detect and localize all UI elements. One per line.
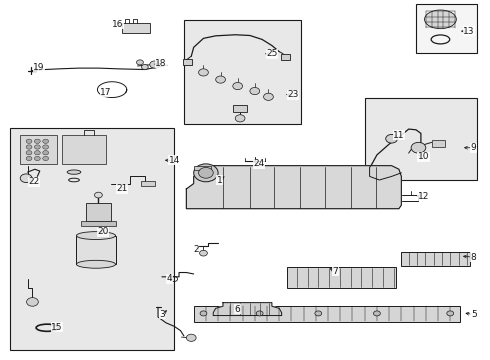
Circle shape: [95, 192, 102, 198]
Circle shape: [411, 142, 426, 153]
Circle shape: [26, 156, 32, 161]
Bar: [76, 235, 116, 264]
Circle shape: [256, 311, 263, 316]
Circle shape: [150, 61, 159, 68]
Text: 17: 17: [100, 87, 112, 96]
Text: 15: 15: [51, 323, 63, 332]
Text: 22: 22: [28, 177, 40, 186]
Bar: [86, 203, 111, 221]
Circle shape: [26, 150, 32, 155]
Text: 5: 5: [471, 310, 477, 319]
Circle shape: [194, 164, 218, 182]
Circle shape: [186, 334, 196, 341]
Circle shape: [199, 250, 207, 256]
Circle shape: [34, 150, 40, 155]
Bar: [287, 267, 396, 288]
Circle shape: [198, 167, 213, 178]
Text: 1: 1: [217, 176, 222, 185]
Text: 13: 13: [463, 27, 474, 36]
Bar: [416, 4, 477, 53]
Bar: [281, 54, 290, 59]
Text: 2: 2: [194, 246, 199, 255]
Circle shape: [386, 134, 397, 143]
Circle shape: [26, 139, 32, 143]
Circle shape: [20, 174, 32, 183]
Circle shape: [137, 60, 144, 65]
Bar: [20, 135, 57, 164]
Bar: [183, 59, 192, 64]
Circle shape: [198, 69, 208, 76]
Bar: [184, 21, 301, 125]
Circle shape: [43, 145, 49, 149]
Text: 7: 7: [333, 267, 338, 276]
Bar: [122, 23, 150, 33]
Text: 14: 14: [169, 156, 180, 165]
Bar: [142, 181, 155, 186]
Bar: [62, 135, 106, 164]
Bar: [365, 98, 477, 180]
Circle shape: [43, 150, 49, 155]
Circle shape: [26, 145, 32, 149]
Circle shape: [216, 76, 225, 83]
Text: 20: 20: [98, 228, 109, 237]
Text: 4: 4: [167, 274, 172, 283]
Bar: [81, 221, 116, 226]
Bar: [401, 252, 470, 266]
Bar: [432, 140, 445, 147]
Polygon shape: [186, 166, 401, 209]
Ellipse shape: [76, 260, 116, 268]
Bar: [194, 166, 211, 170]
Ellipse shape: [76, 231, 116, 239]
Circle shape: [43, 139, 49, 143]
Circle shape: [264, 93, 273, 100]
Polygon shape: [213, 303, 282, 316]
Bar: [10, 128, 174, 350]
Circle shape: [233, 82, 243, 90]
Circle shape: [26, 298, 38, 306]
Text: 19: 19: [33, 63, 45, 72]
Text: 9: 9: [471, 143, 477, 152]
Bar: [233, 105, 247, 112]
Ellipse shape: [67, 170, 81, 174]
Ellipse shape: [424, 10, 456, 29]
Text: 21: 21: [116, 184, 127, 193]
Circle shape: [447, 311, 454, 316]
Text: 16: 16: [112, 19, 123, 28]
Circle shape: [250, 87, 260, 95]
Text: 10: 10: [417, 152, 429, 161]
Circle shape: [373, 311, 380, 316]
Text: 11: 11: [393, 131, 405, 140]
Text: 12: 12: [417, 192, 429, 201]
Circle shape: [34, 139, 40, 143]
Text: 23: 23: [287, 90, 298, 99]
Text: 18: 18: [155, 59, 167, 68]
Circle shape: [235, 115, 245, 122]
Circle shape: [34, 156, 40, 161]
Circle shape: [34, 145, 40, 149]
Text: 3: 3: [159, 310, 165, 319]
Text: 6: 6: [235, 305, 241, 314]
Text: 8: 8: [471, 253, 477, 262]
Circle shape: [43, 156, 49, 161]
Circle shape: [200, 311, 207, 316]
Bar: [194, 306, 460, 321]
Text: 25: 25: [266, 49, 277, 58]
Circle shape: [142, 64, 148, 69]
Text: 24: 24: [253, 159, 264, 168]
Circle shape: [315, 311, 322, 316]
